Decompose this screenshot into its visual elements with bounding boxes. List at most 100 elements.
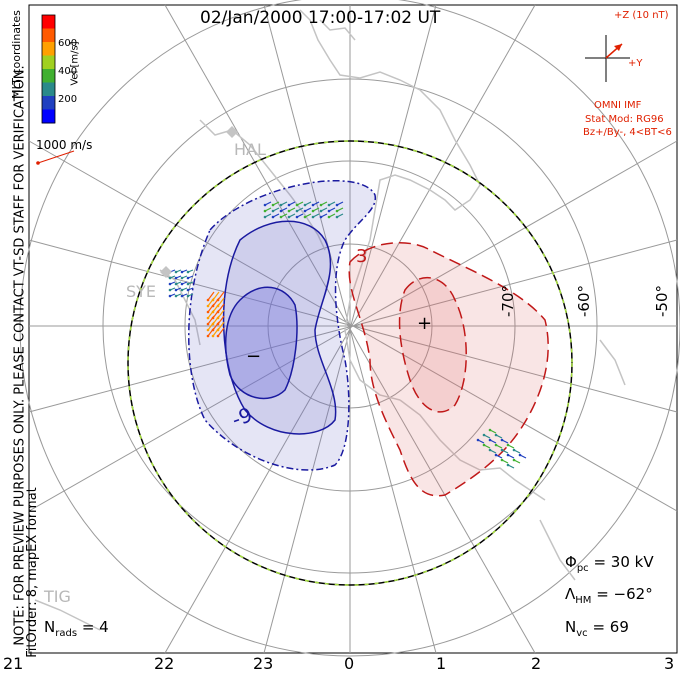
velocity-colorbar: [41, 14, 56, 124]
nvc-subscript: vc: [576, 628, 588, 639]
velocity-vector: [181, 275, 188, 279]
velocity-vector: [495, 434, 503, 439]
station-sye: SYE: [126, 282, 157, 301]
velocity-vector: [507, 454, 515, 459]
lat-label-50: -50°: [653, 285, 671, 317]
imf-source: OMNI IMF: [594, 100, 642, 111]
velocity-vector: [207, 321, 215, 331]
colorbar-tick-400: 400: [58, 66, 78, 77]
velocity-vector: [489, 439, 497, 444]
station-marker-sye: [160, 266, 172, 278]
velocity-vector: [207, 297, 215, 307]
velocity-vector: [304, 213, 312, 218]
colorbar-swatch: [42, 82, 55, 97]
velocity-vector: [328, 207, 336, 212]
velocity-vector: [181, 281, 188, 285]
colorbar-border: [41, 14, 56, 124]
lambda-subscript: HM: [575, 595, 592, 606]
velocity-vector: [296, 213, 304, 218]
nvc-symbol: N: [565, 618, 577, 636]
colorbar-swatch: [42, 96, 55, 110]
colorbar-swatch: [42, 69, 55, 83]
velocity-vector: [280, 207, 288, 212]
velocity-vector: [513, 449, 521, 454]
velocity-vector: [207, 291, 215, 301]
cross-polar-potential: Φpc = 30 kV: [565, 553, 654, 574]
velocity-vector: [169, 293, 176, 297]
hmb-latitude: ΛHM = −62°: [565, 585, 653, 606]
velocity-vector: [207, 303, 215, 313]
velocity-vector: [495, 454, 503, 459]
phi-subscript: pc: [576, 563, 589, 574]
velocity-vector: [207, 315, 215, 325]
colorbar-swatch: [42, 109, 55, 124]
lat-label-70: -70°: [499, 285, 517, 317]
radar-count: Nrads = 4: [44, 618, 109, 639]
potential-min-marker: −: [246, 346, 262, 367]
velocity-vector: [336, 207, 344, 212]
plot-frame: [28, 4, 678, 654]
velocity-vector: [304, 207, 312, 212]
velocity-vector: [175, 293, 182, 297]
pos-contour-inner: [398, 276, 467, 413]
velocity-vector: [501, 439, 509, 444]
lambda-value: = −62°: [596, 585, 653, 603]
colorbar-swatch: [42, 42, 55, 56]
velocity-vector: [175, 281, 182, 285]
station-tig: TIG: [44, 587, 71, 606]
velocity-vector: [507, 464, 515, 469]
fit-order-note: FitOrder: 8, mapEX format: [24, 487, 40, 658]
velocity-vector: [280, 201, 288, 206]
velocity-vector: [187, 275, 194, 279]
velocity-vector: [264, 201, 272, 206]
lambda-symbol: Λ: [565, 585, 576, 603]
velocity-vector: [169, 281, 176, 285]
velocity-vector: [477, 439, 485, 444]
coastline: [34, 9, 626, 631]
map-title: 02/Jan/2000 17:00-17:02 UT: [200, 8, 441, 28]
velocity-vector: [489, 429, 497, 434]
velocity-vector: [336, 213, 344, 218]
velocity-vector: [296, 201, 304, 206]
velocity-vector: [288, 201, 296, 206]
velocity-vector: [288, 213, 296, 218]
imf-condition: Bz+/By-, 4<BT<6: [583, 127, 672, 138]
pos-contour-label: 3: [356, 246, 368, 267]
velocity-vector: [328, 201, 336, 206]
velocity-vector: [181, 287, 188, 291]
nvc-value: = 69: [592, 618, 629, 636]
velocity-vector: [296, 207, 304, 212]
station-marker-hal: [226, 126, 238, 138]
scale-vector-origin: [36, 161, 40, 165]
phi-symbol: Φ: [565, 553, 577, 571]
velocity-vector: [187, 287, 194, 291]
mlt-tick-2: 2: [531, 654, 542, 673]
velocity-vector: [181, 269, 188, 273]
grid: [19, 0, 680, 657]
velocity-vector: [312, 213, 320, 218]
phi-value: = 30 kV: [593, 553, 654, 571]
colorbar-swatch: [42, 15, 55, 29]
velocity-vector: [207, 327, 215, 337]
vector-count: Nvc = 69: [565, 618, 629, 639]
velocity-vector: [272, 207, 280, 212]
velocity-vector: [501, 459, 509, 464]
neg-contour-inner: [224, 286, 298, 400]
nrads-value: = 4: [81, 618, 109, 636]
station-hal: HAL: [234, 140, 266, 159]
velocity-vector: [489, 449, 497, 454]
imf-by-label: +Y: [628, 58, 643, 69]
velocity-vector: [175, 287, 182, 291]
velocity-vector: [217, 327, 225, 337]
velocity-vector: [513, 459, 521, 464]
lat-circle-50: [19, 0, 680, 657]
mlt-tick-1: 1: [436, 654, 447, 673]
velocity-vector: [175, 275, 182, 279]
mlt-tick-21: 21: [3, 654, 24, 673]
mlt-tick-23: 23: [253, 654, 274, 673]
imf-bz-label: +Z (10 nT): [614, 10, 669, 21]
pos-contour-outer: [348, 241, 549, 497]
colorbar-swatch: [42, 55, 55, 70]
positive-cell: [348, 241, 549, 497]
